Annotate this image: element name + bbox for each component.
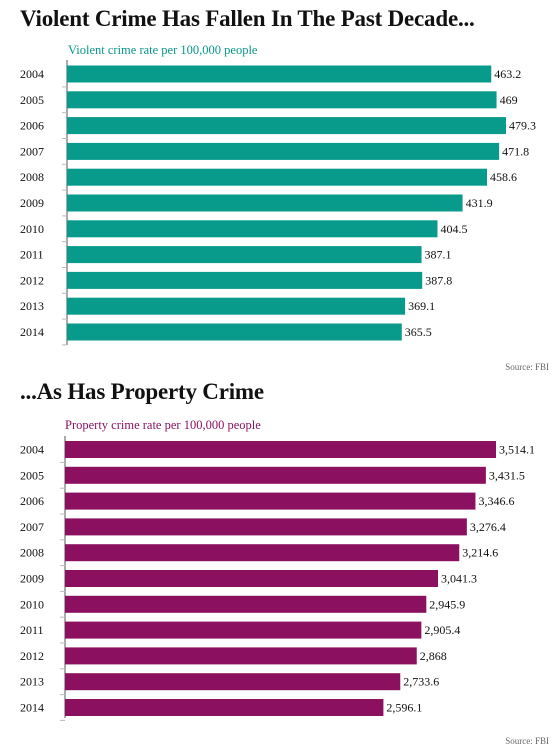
value-label: 3,041.3	[441, 572, 477, 586]
year-label: 2007	[20, 520, 44, 534]
value-label: 387.1	[425, 248, 452, 262]
bar-2008	[65, 544, 460, 562]
year-label: 2013	[20, 299, 44, 313]
year-label: 2014	[20, 701, 44, 715]
chart-subtitle-property: Property crime rate per 100,000 people	[65, 418, 261, 432]
bar-2012	[67, 271, 423, 289]
year-label: 2009	[20, 572, 44, 586]
bar-2013	[67, 297, 406, 315]
year-label: 2014	[20, 325, 44, 339]
value-label: 387.8	[425, 273, 452, 287]
year-label: 2010	[20, 222, 44, 236]
bar-2010	[67, 220, 438, 238]
value-label: 469	[500, 93, 518, 107]
year-label: 2005	[20, 468, 44, 482]
year-label: 2010	[20, 597, 44, 611]
bar-2014	[65, 699, 384, 716]
year-label: 2004	[20, 67, 44, 81]
bar-2004	[65, 441, 496, 458]
chart-title-property: ...As Has Property Crime	[20, 379, 264, 404]
year-label: 2011	[20, 623, 44, 637]
value-label: 3,514.1	[499, 443, 535, 457]
bar-2014	[67, 323, 402, 341]
value-label: 431.9	[466, 196, 493, 210]
value-label: 2,733.6	[403, 675, 439, 689]
bar-2006	[67, 117, 506, 135]
bar-2009	[65, 570, 439, 587]
value-label: 3,276.4	[470, 520, 506, 534]
source-note-violent: Source: FBI	[505, 362, 549, 372]
value-label: 3,214.6	[462, 546, 498, 560]
value-label: 3,431.5	[489, 468, 525, 482]
value-label: 2,945.9	[429, 597, 465, 611]
bar-2013	[65, 673, 401, 691]
value-label: 479.3	[509, 119, 536, 133]
bar-2008	[67, 168, 488, 186]
bar-2007	[67, 142, 500, 160]
bar-2010	[65, 595, 427, 613]
value-label: 471.8	[502, 144, 529, 158]
bar-2011	[65, 621, 422, 639]
value-label: 2,868	[420, 649, 447, 663]
chart-subtitle-violent: Violent crime rate per 100,000 people	[68, 43, 258, 57]
year-label: 2006	[20, 119, 44, 133]
bar-2005	[67, 91, 497, 109]
bar-2012	[65, 647, 417, 665]
property-crime-chart: 2004 3,514.1 2005 3,431.5 2006 3,346.6 2007 3,2…	[20, 436, 535, 721]
year-label: 2011	[20, 248, 44, 262]
year-label: 2009	[20, 196, 44, 210]
value-label: 2,596.1	[386, 701, 422, 715]
chart-title-violent: Violent Crime Has Fallen In The Past Dec…	[20, 6, 475, 31]
bar-2009	[67, 194, 463, 212]
value-label: 458.6	[490, 170, 517, 184]
bar-2005	[65, 466, 486, 484]
year-label: 2008	[20, 170, 44, 184]
value-label: 3,346.6	[478, 494, 514, 508]
year-label: 2005	[20, 93, 44, 107]
year-label: 2012	[20, 649, 44, 663]
year-label: 2004	[20, 443, 44, 457]
source-note-property: Source: FBI	[505, 736, 549, 746]
bar-2006	[65, 492, 476, 510]
value-label: 365.5	[405, 325, 432, 339]
value-label: 404.5	[440, 222, 467, 236]
bar-2004	[67, 65, 492, 83]
year-label: 2012	[20, 273, 44, 287]
year-label: 2007	[20, 144, 44, 158]
value-label: 463.2	[494, 67, 521, 81]
bar-2011	[67, 246, 422, 264]
value-label: 369.1	[408, 299, 435, 313]
bar-2007	[65, 518, 467, 536]
year-label: 2013	[20, 675, 44, 689]
year-label: 2008	[20, 546, 44, 560]
value-label: 2,905.4	[424, 623, 460, 637]
violent-crime-chart: 2004 463.2 2005 469 2006 479.3 2007 471.8 2008 45…	[20, 60, 536, 346]
year-label: 2006	[20, 494, 44, 508]
